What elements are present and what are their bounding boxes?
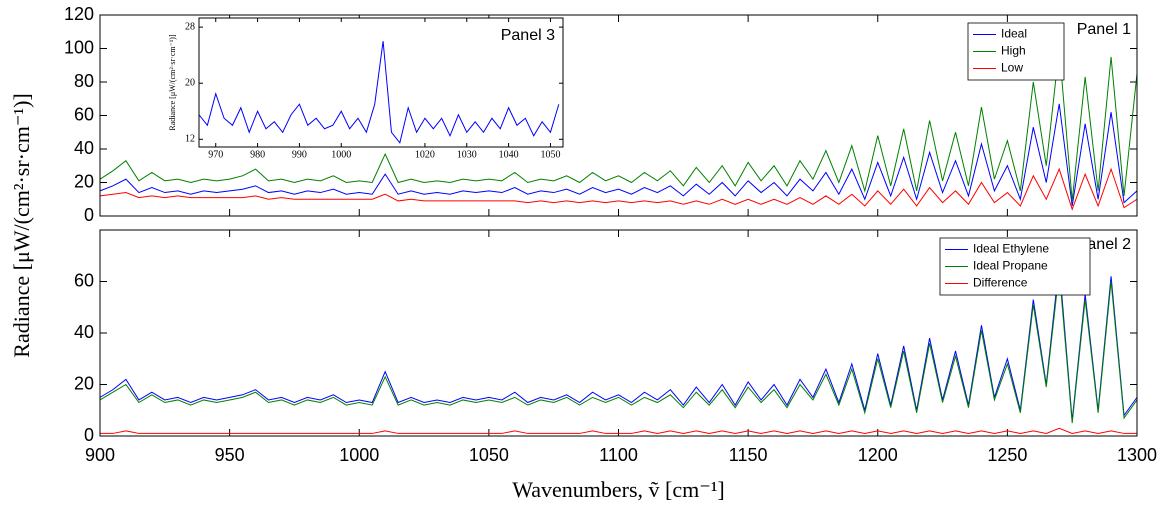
legend-label: Low xyxy=(1001,61,1023,75)
y-tick-label: 20 xyxy=(185,77,195,88)
x-tick-label: 1200 xyxy=(858,445,898,465)
x-tick-label: 990 xyxy=(292,149,307,160)
series-line xyxy=(99,48,1138,201)
y-tick-label: 120 xyxy=(64,4,94,24)
x-tick-label: 1300 xyxy=(1117,445,1157,465)
legend-label: Ideal Propane xyxy=(973,259,1048,273)
plot-frame xyxy=(198,17,564,148)
legend: Ideal Ethylene Ideal Propane Difference xyxy=(939,237,1091,296)
x-tick-label: 1020 xyxy=(415,149,435,160)
x-tick-label: 1150 xyxy=(729,445,768,465)
y-tick-label: 0 xyxy=(84,205,94,225)
x-tick-label: 950 xyxy=(215,445,245,465)
x-tick-label: 1250 xyxy=(987,445,1027,465)
x-tick-label: 1050 xyxy=(469,445,509,465)
series-line xyxy=(100,427,1137,434)
series-line xyxy=(99,271,1138,424)
y-tick-label: 60 xyxy=(74,104,94,124)
legend: Ideal High Low xyxy=(967,22,1065,81)
y-tick-label: 100 xyxy=(64,37,94,57)
y-axis-label: Radiance [μW/(cm²·sr·cm⁻¹)] xyxy=(9,93,34,357)
panel-annotation: Panel 3 xyxy=(501,27,555,44)
x-tick-label: 1050 xyxy=(540,149,560,160)
y-tick-label: 40 xyxy=(74,138,94,158)
x-tick-label: 900 xyxy=(85,445,115,465)
x-tick-label: 980 xyxy=(250,149,265,160)
y-tick-label: 20 xyxy=(74,171,94,191)
y-tick-label: 12 xyxy=(185,134,195,145)
y-tick-label: 28 xyxy=(185,21,195,32)
y-tick-label: 80 xyxy=(74,71,94,91)
legend-label: High xyxy=(1001,44,1026,58)
plot-frame xyxy=(99,14,1138,217)
x-tick-label: 970 xyxy=(208,149,223,160)
x-tick-label: 1000 xyxy=(331,149,351,160)
inset-y-label: Radiance [μW/(cm²·sr·cm⁻¹)] xyxy=(168,34,177,130)
legend-label: Ideal xyxy=(1001,27,1027,41)
legend-label: Difference xyxy=(973,276,1028,290)
y-tick-label: 20 xyxy=(74,373,94,393)
series-line xyxy=(99,167,1138,211)
series-line xyxy=(99,103,1138,207)
series-line xyxy=(198,41,560,144)
panel-annotation: Panel 1 xyxy=(1077,21,1131,38)
plot-frame xyxy=(99,229,1138,437)
x-axis-label: Wavenumbers, ṽ [cm⁻¹] xyxy=(512,477,725,502)
x-tick-label: 1000 xyxy=(339,445,379,465)
x-tick-label: 1030 xyxy=(457,149,477,160)
y-tick-label: 40 xyxy=(74,322,94,342)
x-tick-label: 1040 xyxy=(499,149,519,160)
series-line xyxy=(99,263,1138,421)
y-tick-label: 60 xyxy=(74,270,94,290)
y-tick-label: 0 xyxy=(84,425,94,445)
x-tick-label: 1100 xyxy=(599,445,638,465)
legend-label: Ideal Ethylene xyxy=(973,242,1049,256)
plot-area xyxy=(199,18,563,147)
